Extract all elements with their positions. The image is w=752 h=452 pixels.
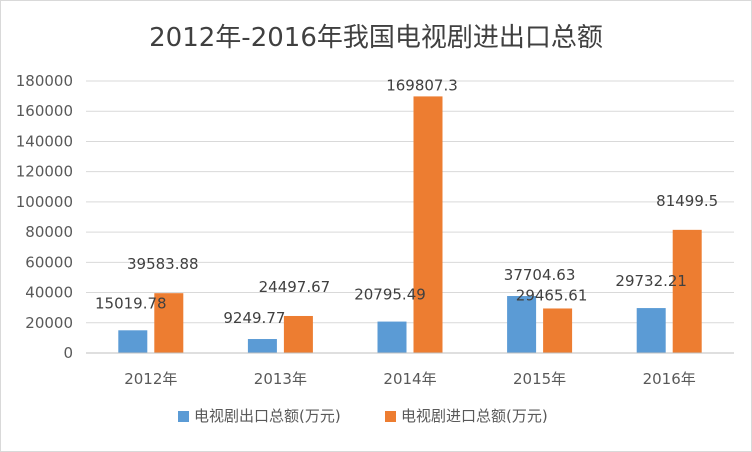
x-tick-label: 2012年 <box>124 370 177 388</box>
y-tick-label: 180000 <box>16 72 73 90</box>
chart-title: 2012年-2016年我国电视剧进出口总额 <box>149 23 603 53</box>
bars <box>118 96 702 353</box>
bar-import-3 <box>543 308 573 353</box>
bar-export-3 <box>507 296 537 353</box>
data-label: 9249.77 <box>223 309 285 327</box>
bar-export-2 <box>377 321 407 353</box>
data-labels: 15019.78 39583.88 9249.77 24497.67 20795.49 1… <box>95 76 718 327</box>
legend: 电视剧出口总额(万元) 电视剧进口总额(万元) <box>178 407 548 425</box>
x-axis-ticks: 2012年 2013年 2014年 2015年 2016年 <box>124 370 696 388</box>
y-tick-label: 100000 <box>16 193 73 211</box>
x-tick-label: 2015年 <box>513 370 566 388</box>
x-tick-label: 2013年 <box>254 370 307 388</box>
bar-export-4 <box>636 308 666 353</box>
legend-swatch <box>385 411 396 422</box>
y-tick-label: 80000 <box>25 223 73 241</box>
data-label: 29732.21 <box>615 272 687 290</box>
legend-swatch <box>178 411 189 422</box>
data-label: 29465.61 <box>516 286 588 304</box>
x-tick-label: 2016年 <box>643 370 696 388</box>
bar-import-4 <box>672 229 702 353</box>
x-tick-label: 2014年 <box>383 370 436 388</box>
data-label: 169807.3 <box>386 76 458 94</box>
bar-import-1 <box>283 315 313 353</box>
data-label: 37704.63 <box>504 266 576 284</box>
data-label: 24497.67 <box>259 278 331 296</box>
data-label: 39583.88 <box>127 255 199 273</box>
data-label: 15019.78 <box>95 294 167 312</box>
data-label: 81499.5 <box>656 192 718 210</box>
y-tick-label: 60000 <box>25 253 73 271</box>
y-tick-label: 0 <box>63 344 73 362</box>
y-tick-label: 160000 <box>16 102 73 120</box>
bar-import-0 <box>154 293 184 353</box>
bar-export-0 <box>118 330 148 353</box>
y-axis-ticks: 0 20000 40000 60000 80000 100000 120000 140000 1… <box>16 72 73 362</box>
data-label: 20795.49 <box>354 286 426 304</box>
bar-export-1 <box>247 339 277 353</box>
legend-label: 电视剧出口总额(万元) <box>194 407 341 425</box>
y-tick-label: 40000 <box>25 284 73 302</box>
y-tick-label: 140000 <box>16 132 73 150</box>
y-tick-label: 20000 <box>25 314 73 332</box>
y-tick-label: 120000 <box>16 163 73 181</box>
legend-label: 电视剧进口总额(万元) <box>401 407 548 425</box>
bar-import-2 <box>413 96 443 353</box>
gridlines <box>86 80 734 324</box>
